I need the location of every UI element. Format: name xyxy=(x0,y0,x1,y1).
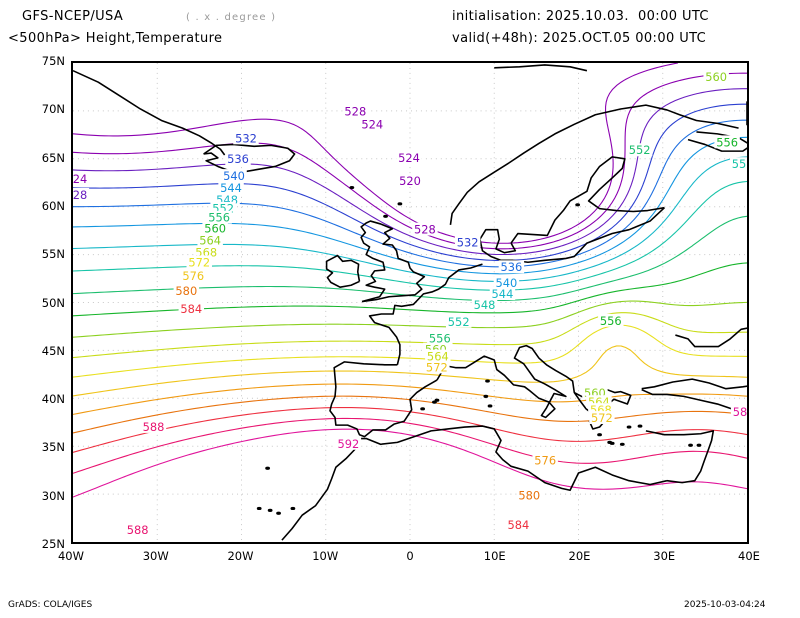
contour-label-536: 536 xyxy=(227,152,249,166)
footer-timestamp: 2025-10-03-04:24 xyxy=(684,600,766,610)
contour-label-544: 544 xyxy=(220,181,242,195)
y-tick-25N: 25N xyxy=(41,537,65,551)
contour-label-564: 564 xyxy=(199,233,221,247)
contour-label-580: 580 xyxy=(175,284,197,298)
resolution-label: ( . x . degree ) xyxy=(186,12,277,23)
y-tick-40N: 40N xyxy=(41,392,65,407)
contour-map-plot: 528 524 524 520 528 24 28 532 536 540 544 548 552 556… xyxy=(71,61,749,544)
y-tick-65N: 65N xyxy=(41,150,65,165)
contour-label-556: 556 xyxy=(208,211,230,225)
contour-label-528: 528 xyxy=(414,223,436,237)
y-tick-70N: 70N xyxy=(41,102,65,117)
contour-label-560: 560 xyxy=(705,70,727,84)
contour-label-588: 588 xyxy=(127,523,149,537)
contour-label-580: 580 xyxy=(518,488,540,502)
x-tick-10W: 10W xyxy=(312,549,339,563)
contour-label-556: 556 xyxy=(429,332,451,346)
initialisation-time: initialisation: 2025.10.03. 00:00 UTC xyxy=(452,9,709,24)
valid-time: valid(+48h): 2025.OCT.05 00:00 UTC xyxy=(452,31,707,46)
x-tick-30W: 30W xyxy=(142,549,169,563)
contour-label-528: 528 xyxy=(344,105,366,119)
y-tick-55N: 55N xyxy=(41,247,65,262)
contour-label-572: 572 xyxy=(188,255,210,269)
x-tick-40W: 40W xyxy=(57,549,84,563)
grid-lines xyxy=(73,63,747,542)
contour-label-584: 584 xyxy=(507,518,529,532)
contour-label-552: 552 xyxy=(448,315,470,329)
contour-label-560: 560 xyxy=(204,222,226,236)
y-tick-45N: 45N xyxy=(41,343,65,358)
footer-credit: GrADS: COLA/IGES xyxy=(8,600,93,610)
contour-label-556: 556 xyxy=(600,314,622,328)
contour-label-532: 532 xyxy=(235,131,257,145)
x-tick-40E: 40E xyxy=(738,549,760,563)
contour-label-24: 24 xyxy=(73,172,87,186)
contour-label-572: 572 xyxy=(591,411,613,425)
contour-label-576: 576 xyxy=(182,269,204,283)
contour-label-58: 58 xyxy=(733,405,747,419)
contour-label-536: 536 xyxy=(500,260,522,274)
y-tick-35N: 35N xyxy=(41,440,65,455)
contour-label-572: 572 xyxy=(426,360,448,374)
model-title: GFS-NCEP/USA xyxy=(22,9,124,24)
contour-label-532: 532 xyxy=(457,235,479,249)
x-tick-0: 0 xyxy=(406,549,414,563)
contour-label-588: 588 xyxy=(143,420,165,434)
y-tick-60N: 60N xyxy=(41,198,65,213)
contour-label-520: 520 xyxy=(399,174,421,188)
x-tick-30E: 30E xyxy=(653,549,676,563)
x-tick-20E: 20E xyxy=(568,549,591,563)
contour-label-540: 540 xyxy=(223,169,245,183)
contour-label-552: 552 xyxy=(629,143,651,157)
contour-label-556: 556 xyxy=(716,135,738,149)
contour-label-548: 548 xyxy=(474,298,496,312)
contour-label-524: 524 xyxy=(398,151,420,165)
contour-map-svg: 5285245245205282428532536540544548552556… xyxy=(73,63,747,542)
x-tick-20W: 20W xyxy=(227,549,254,563)
contour-label-584: 584 xyxy=(180,302,202,316)
contour-label-564: 564 xyxy=(427,350,449,364)
level-field-label: <500hPa> Height,Temperature xyxy=(8,31,223,46)
contour-labels: 5285245245205282428532536540544548552556… xyxy=(73,70,747,537)
x-tick-10E: 10E xyxy=(483,549,506,563)
y-tick-30N: 30N xyxy=(41,488,65,503)
y-tick-75N: 75N xyxy=(41,54,65,68)
y-tick-50N: 50N xyxy=(41,295,65,310)
coastlines xyxy=(73,64,747,541)
contour-label-55: 55 xyxy=(732,157,747,171)
contour-label-28: 28 xyxy=(73,188,87,202)
contour-label-592: 592 xyxy=(337,437,359,451)
contour-label-540: 540 xyxy=(496,276,518,290)
contour-label-576: 576 xyxy=(534,454,556,468)
contour-label-524: 524 xyxy=(361,117,383,131)
contour-label-544: 544 xyxy=(492,287,514,301)
